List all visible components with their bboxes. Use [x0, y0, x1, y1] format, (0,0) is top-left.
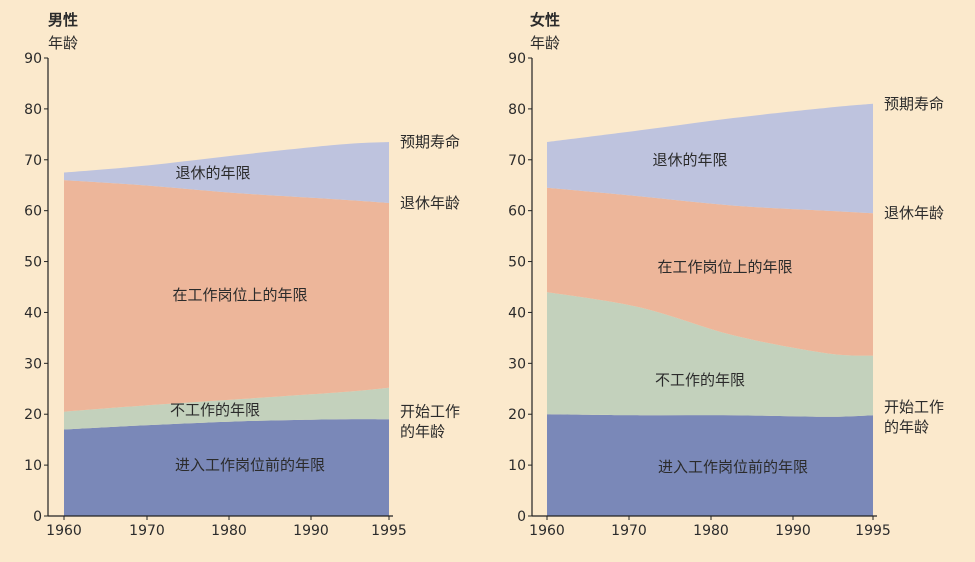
x-tick-label: 1995 [371, 523, 407, 539]
x-tick-label: 1995 [855, 523, 891, 539]
series-label: 不工作的年限 [655, 371, 745, 389]
y-tick-label: 20 [508, 407, 526, 423]
series-label: 不工作的年限 [170, 401, 260, 419]
boundary-label: 退休年龄 [400, 194, 460, 212]
y-tick-label: 90 [508, 51, 526, 67]
boundary-label: 退休年龄 [884, 204, 944, 222]
area-working [64, 180, 389, 412]
y-axis-label: 年龄 [48, 34, 78, 52]
area-not-working [547, 292, 873, 417]
chart-panel-female: 0 10 20 30 40 50 60 70 80 90 1960 1970 1980 1990 1995 女… [508, 11, 944, 539]
y-tick-label: 80 [508, 102, 526, 118]
y-tick-label: 80 [24, 102, 42, 118]
chart-panel-male: 0 10 20 30 40 50 60 70 80 90 1960 1970 1980 1990 1995 男… [24, 11, 460, 539]
x-tick-label: 1960 [529, 523, 565, 539]
y-tick-label: 0 [33, 509, 42, 525]
series-label: 退休的年限 [652, 151, 727, 169]
boundary-label: 预期寿命 [400, 133, 460, 151]
boundary-label: 的年龄 [400, 422, 445, 440]
x-tick-label: 1970 [129, 523, 165, 539]
y-axis-label: 年龄 [530, 34, 560, 52]
y-tick-label: 50 [508, 255, 526, 271]
x-tick-label: 1960 [46, 523, 82, 539]
x-tick-label: 1990 [293, 523, 329, 539]
y-tick-label: 70 [24, 153, 42, 169]
series-label: 在工作岗位上的年限 [657, 258, 792, 276]
y-tick-label: 10 [508, 458, 526, 474]
y-tick-label: 10 [24, 458, 42, 474]
y-tick-label: 40 [508, 305, 526, 321]
y-tick-label: 0 [517, 509, 526, 525]
boundary-label: 开始工作 [400, 402, 460, 420]
y-tick-label: 40 [24, 305, 42, 321]
series-label: 进入工作岗位前的年限 [658, 458, 808, 476]
area-before-work [547, 414, 873, 516]
y-tick-label: 60 [24, 204, 42, 220]
y-tick-label: 30 [24, 356, 42, 372]
chart-title: 男性 [48, 11, 78, 29]
y-tick-label: 20 [24, 407, 42, 423]
y-tick-label: 70 [508, 153, 526, 169]
area-retirement [64, 142, 389, 203]
area-not-working [64, 387, 389, 430]
y-tick-label: 60 [508, 204, 526, 220]
area-retirement [547, 103, 873, 214]
y-tick-label: 30 [508, 356, 526, 372]
x-tick-label: 1970 [611, 523, 647, 539]
x-tick-label: 1990 [775, 523, 811, 539]
y-tick-label: 50 [24, 255, 42, 271]
boundary-label: 预期寿命 [884, 95, 944, 113]
x-tick-label: 1980 [211, 523, 247, 539]
series-label: 退休的年限 [175, 164, 250, 182]
chart-title: 女性 [530, 11, 560, 29]
series-label: 进入工作岗位前的年限 [175, 456, 325, 474]
series-label: 在工作岗位上的年限 [172, 286, 307, 304]
boundary-label: 开始工作 [884, 398, 944, 416]
y-tick-label: 90 [24, 51, 42, 67]
area-before-work [64, 419, 389, 516]
x-tick-label: 1980 [693, 523, 729, 539]
area-working [547, 187, 873, 356]
boundary-label: 的年龄 [884, 418, 929, 436]
